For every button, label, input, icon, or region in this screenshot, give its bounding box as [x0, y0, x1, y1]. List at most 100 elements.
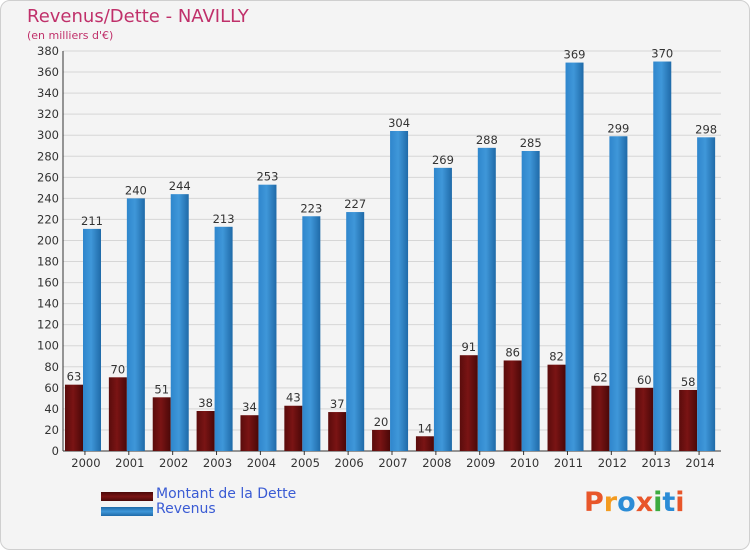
logo-letter: P — [584, 487, 604, 518]
logo-letter: i — [653, 487, 663, 518]
data-label-revenus: 304 — [388, 116, 410, 130]
bar-revenus — [302, 216, 321, 451]
data-label-revenus: 269 — [432, 153, 454, 167]
bar-dette — [635, 387, 654, 451]
x-tick-label: 2002 — [159, 456, 188, 470]
data-label-revenus: 299 — [607, 121, 629, 135]
chart-subtitle: (en milliers d'€) — [27, 29, 114, 42]
data-label-revenus: 227 — [344, 197, 366, 211]
data-label-dette: 51 — [154, 382, 169, 396]
data-label-dette: 63 — [67, 370, 82, 384]
x-tick-label: 2000 — [71, 456, 100, 470]
data-label-dette: 82 — [549, 350, 564, 364]
x-tick-label: 2014 — [685, 456, 714, 470]
data-label-dette: 43 — [286, 391, 301, 405]
y-tick-label: 120 — [37, 318, 59, 332]
data-label-revenus: 370 — [651, 47, 673, 61]
bar-dette — [547, 364, 566, 451]
y-tick-label: 300 — [37, 128, 59, 142]
x-tick-label: 2006 — [334, 456, 363, 470]
bar-revenus — [258, 184, 277, 451]
data-label-dette: 20 — [374, 415, 389, 429]
bar-dette — [328, 412, 347, 451]
bar-dette — [415, 436, 434, 451]
data-label-dette: 86 — [505, 345, 520, 359]
bar-dette — [459, 355, 478, 451]
y-tick-label: 240 — [37, 191, 59, 205]
bar-revenus — [346, 212, 365, 451]
data-label-dette: 34 — [242, 400, 257, 414]
y-tick-label: 60 — [44, 381, 59, 395]
x-tick-label: 2008 — [422, 456, 451, 470]
x-tick-label: 2004 — [247, 456, 276, 470]
y-tick-label: 380 — [37, 44, 59, 58]
bar-revenus — [565, 62, 584, 451]
x-tick-label: 2003 — [203, 456, 232, 470]
data-label-dette: 70 — [111, 362, 126, 376]
y-tick-label: 80 — [44, 360, 59, 374]
y-tick-label: 320 — [37, 107, 59, 121]
logo-letter: o — [617, 487, 636, 518]
bar-revenus — [653, 61, 672, 452]
logo-letter: r — [603, 487, 618, 518]
bar-revenus — [697, 137, 716, 451]
bar-dette — [196, 411, 215, 451]
data-label-dette: 38 — [198, 396, 213, 410]
data-label-revenus: 298 — [695, 122, 717, 136]
data-label-revenus: 369 — [564, 48, 586, 62]
data-label-dette: 14 — [418, 421, 433, 435]
y-tick-label: 340 — [37, 86, 59, 100]
x-tick-label: 2011 — [554, 456, 583, 470]
bar-revenus — [214, 226, 233, 451]
data-label-revenus: 288 — [476, 133, 498, 147]
x-tick-label: 2005 — [291, 456, 320, 470]
y-tick-label: 180 — [37, 255, 59, 269]
data-label-revenus: 240 — [125, 183, 147, 197]
data-label-revenus: 253 — [256, 170, 278, 184]
data-label-dette: 37 — [330, 397, 345, 411]
y-tick-label: 280 — [37, 149, 59, 163]
bar-dette — [284, 405, 303, 451]
x-tick-label: 2012 — [598, 456, 627, 470]
bar-dette — [240, 415, 259, 451]
data-label-revenus: 244 — [169, 179, 191, 193]
x-tick-label: 2013 — [642, 456, 671, 470]
bar-dette — [679, 389, 698, 451]
y-tick-label: 0 — [52, 444, 59, 458]
x-tick-label: 2007 — [378, 456, 407, 470]
y-tick-label: 100 — [37, 339, 59, 353]
bar-dette — [152, 397, 171, 451]
y-tick-label: 20 — [44, 423, 59, 437]
data-label-dette: 91 — [461, 340, 476, 354]
bar-revenus — [609, 136, 628, 451]
bar-revenus — [433, 167, 452, 451]
data-label-revenus: 211 — [81, 214, 103, 228]
data-label-revenus: 285 — [520, 136, 542, 150]
bar-revenus — [477, 147, 496, 451]
legend-label-dette: Montant de la Dette — [156, 486, 297, 502]
bar-revenus — [521, 151, 540, 451]
bar-dette — [503, 360, 522, 451]
data-label-dette: 62 — [593, 371, 608, 385]
y-tick-label: 140 — [37, 297, 59, 311]
logo-letter: x — [635, 487, 654, 518]
logo-letter: i — [675, 487, 685, 518]
bar-dette — [372, 429, 391, 451]
data-label-revenus: 223 — [300, 201, 322, 215]
x-tick-label: 2009 — [466, 456, 495, 470]
proxiti-logo: Proxiti — [584, 487, 685, 518]
data-label-dette: 58 — [681, 375, 696, 389]
bar-revenus — [390, 131, 409, 451]
x-tick-label: 2001 — [115, 456, 144, 470]
y-tick-label: 200 — [37, 233, 59, 247]
logo-letter: t — [662, 487, 676, 518]
chart-title: Revenus/Dette - NAVILLY — [27, 6, 249, 27]
bar-dette — [108, 377, 127, 451]
y-tick-label: 260 — [37, 170, 59, 184]
legend-label-revenus: Revenus — [156, 501, 216, 517]
legend-swatch-revenus — [101, 507, 153, 516]
data-label-dette: 60 — [637, 373, 652, 387]
x-tick-label: 2010 — [510, 456, 539, 470]
bar-dette — [65, 384, 83, 451]
